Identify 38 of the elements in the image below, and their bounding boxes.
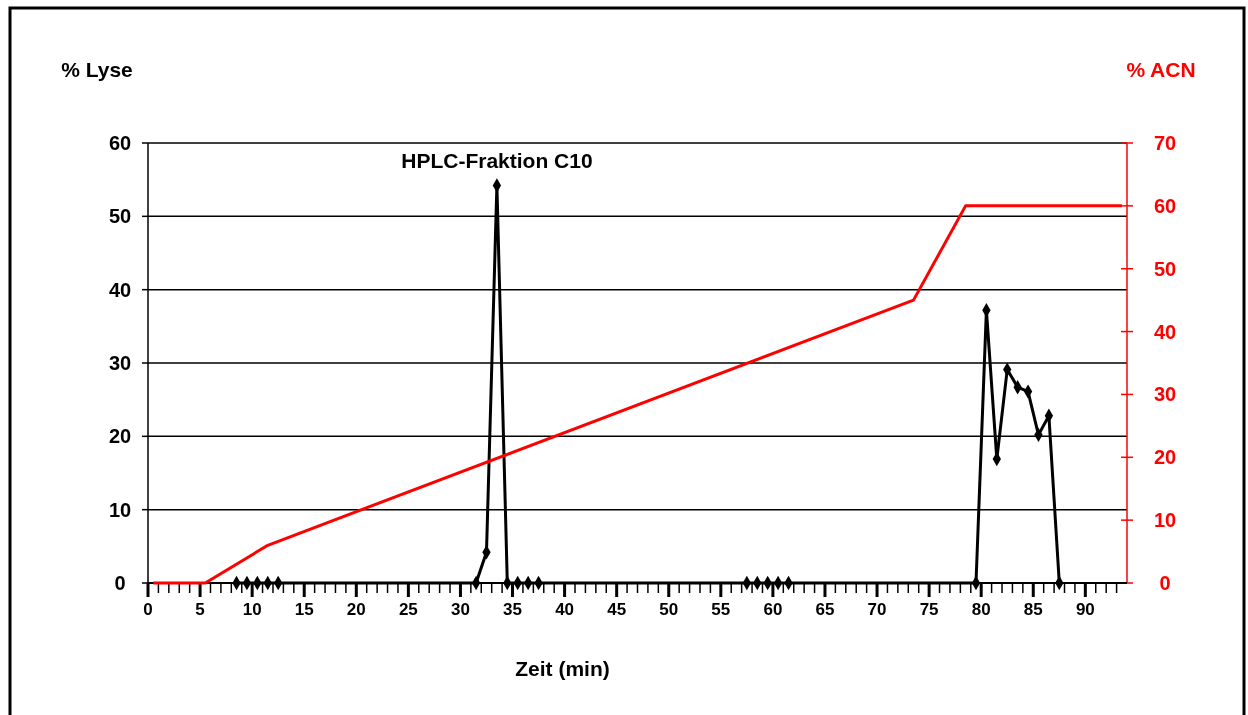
x-tick-label: 85 [1023,600,1043,619]
y-tick-label: 40 [108,278,132,301]
y2-tick-label: 70 [1153,132,1177,154]
x-tick-label: 5 [195,600,205,619]
y-tick-label: 20 [108,425,132,448]
y2-axis-title: % ACN [1126,58,1196,81]
x-tick-label: 15 [294,600,314,619]
x-tick-label: 50 [659,600,679,619]
x-tick-label: 55 [711,600,731,619]
y-tick-label: 30 [108,352,132,374]
x-tick-label: 35 [503,600,522,619]
y-tick-label: 50 [108,205,132,228]
x-tick-label: 65 [815,600,835,619]
x-tick-label: 60 [763,600,783,619]
y2-tick-label: 40 [1153,320,1177,343]
y-tick-label: 0 [114,572,126,594]
y2-tick-label: 60 [1153,194,1177,217]
y-tick-label: 10 [108,498,132,521]
y-tick-label: 60 [108,132,132,154]
x-tick-label: 30 [450,600,470,619]
x-tick-label: 45 [607,600,627,619]
y-axis-title: % Lyse [61,58,133,81]
y2-tick-label: 20 [1153,446,1177,469]
y2-tick-label: 10 [1153,509,1177,532]
x-tick-label: 0 [143,600,153,619]
y2-tick-label: 30 [1153,383,1177,406]
x-tick-label: 20 [346,600,366,619]
y2-tick-label: 0 [1159,572,1171,594]
x-tick-label: 40 [555,600,575,619]
y2-tick-label: 50 [1153,257,1177,280]
x-tick-label: 90 [1075,600,1095,619]
x-tick-label: 25 [398,600,418,619]
x-axis-title: Zeit (min) [515,657,610,680]
x-tick-label: 80 [971,600,991,619]
annotation: HPLC-Fraktion C10 [401,148,593,172]
x-tick-label: 70 [867,600,887,619]
x-tick-label: 75 [919,600,939,619]
x-tick-label: 10 [242,600,262,619]
